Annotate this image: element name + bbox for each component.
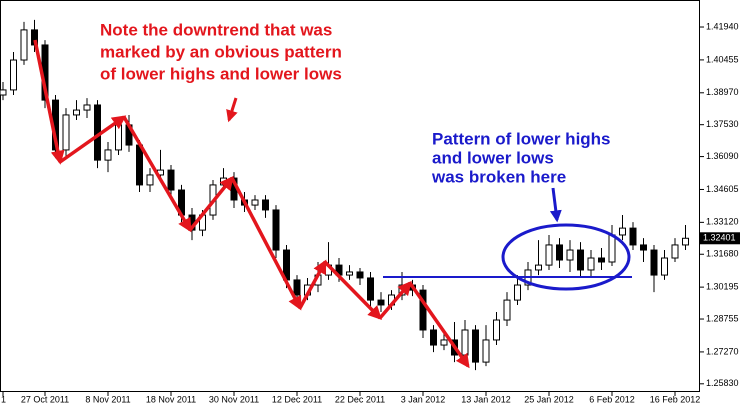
red-arrow (226, 97, 238, 123)
candle-body (545, 244, 553, 266)
candle-body (577, 249, 584, 271)
candle-body (566, 249, 574, 261)
highlight-ellipse (501, 223, 631, 291)
candle-body (136, 144, 143, 186)
y-tick-label: 1.34605 (706, 184, 739, 194)
candle-body (535, 264, 542, 271)
x-tick-label: 25 Jan 2012 (524, 394, 574, 404)
candle-body (251, 199, 259, 206)
candle-body (146, 174, 154, 186)
y-tick-label: 1.30195 (706, 282, 739, 292)
candle-body (598, 257, 605, 263)
candle-body (10, 59, 17, 91)
candle-body (629, 227, 637, 246)
candle-body (20, 29, 28, 61)
current-price: 1.32401 (703, 233, 736, 243)
annotation-text: Note the downtrend that was (100, 20, 332, 39)
zigzag (33, 39, 470, 369)
candle-body (671, 244, 679, 259)
y-tick-label: 1.33120 (706, 217, 739, 227)
candle-body (83, 104, 91, 111)
plot-frame (0, 0, 700, 392)
price-box (700, 232, 740, 245)
x-tick-label: 18 Nov 2011 (146, 394, 196, 404)
annotation-shapes (33, 39, 632, 369)
candle-body (0, 89, 7, 96)
annotation-text: and lower lows (432, 148, 554, 167)
x-tick-label: 12 Dec 2011 (272, 394, 322, 404)
candle-body (461, 329, 469, 356)
candle-body (62, 114, 70, 151)
candle-body (73, 109, 80, 116)
candle-body (650, 249, 658, 276)
x-tick-label: 30 Nov 2011 (209, 394, 259, 404)
candle-body (419, 289, 427, 331)
y-tick-label: 1.36090 (706, 151, 739, 161)
candle-body (377, 299, 385, 306)
candle-body (514, 284, 521, 301)
y-tick-label: 1.40455 (706, 54, 739, 64)
candle-body (482, 339, 490, 363)
y-tick-label: 1.38970 (706, 87, 739, 97)
candle-body (682, 237, 689, 246)
candle-body (356, 271, 364, 279)
candle-body (346, 271, 353, 276)
x-tick-label: 16 Feb 2012 (650, 394, 701, 404)
candle-body (619, 227, 626, 236)
candle-body (640, 244, 647, 251)
x-tick-label: 22 Dec 2011 (335, 394, 385, 404)
candle-body (440, 339, 448, 346)
y-tick-label: 1.25830 (706, 378, 739, 388)
candle-body (167, 169, 175, 191)
x-tick-label: 13 Jan 2012 (461, 394, 511, 404)
candle-body (608, 234, 616, 263)
candle-body (115, 124, 122, 151)
annotation-text: was broken here (431, 167, 566, 186)
x-tick-label: 8 Nov 2011 (85, 394, 130, 404)
candle-body (472, 329, 479, 363)
candle-body (367, 277, 374, 301)
y-tick-label: 1.31680 (706, 249, 739, 259)
x-tick-label: 1 (1, 394, 6, 404)
y-tick-label: 1.37530 (706, 119, 739, 129)
candle-body (430, 329, 437, 346)
candle-body (661, 257, 668, 276)
y-tick-label: 1.41940 (706, 21, 739, 31)
candle-body (493, 319, 500, 341)
candle-body (587, 257, 595, 271)
x-tick-label: 27 Oct 2011 (21, 394, 69, 404)
candle-body (503, 299, 511, 321)
annotation-text: marked by an obvious pattern (100, 42, 342, 61)
y-tick-label: 1.27270 (706, 346, 739, 356)
x-tick-label: 3 Jan 2012 (401, 394, 446, 404)
x-tick-label: 6 Feb 2012 (589, 394, 635, 404)
candle-body (104, 149, 112, 161)
y-tick-label: 1.28755 (706, 313, 739, 323)
candle-body (262, 199, 269, 211)
annotation-text: of lower highs and lower lows (100, 64, 342, 83)
candle-body (293, 279, 301, 296)
annotation-text: Pattern of lower highs (432, 129, 611, 148)
candle-body (272, 209, 280, 251)
candle-body (556, 244, 563, 261)
blue-arrow (549, 187, 562, 223)
